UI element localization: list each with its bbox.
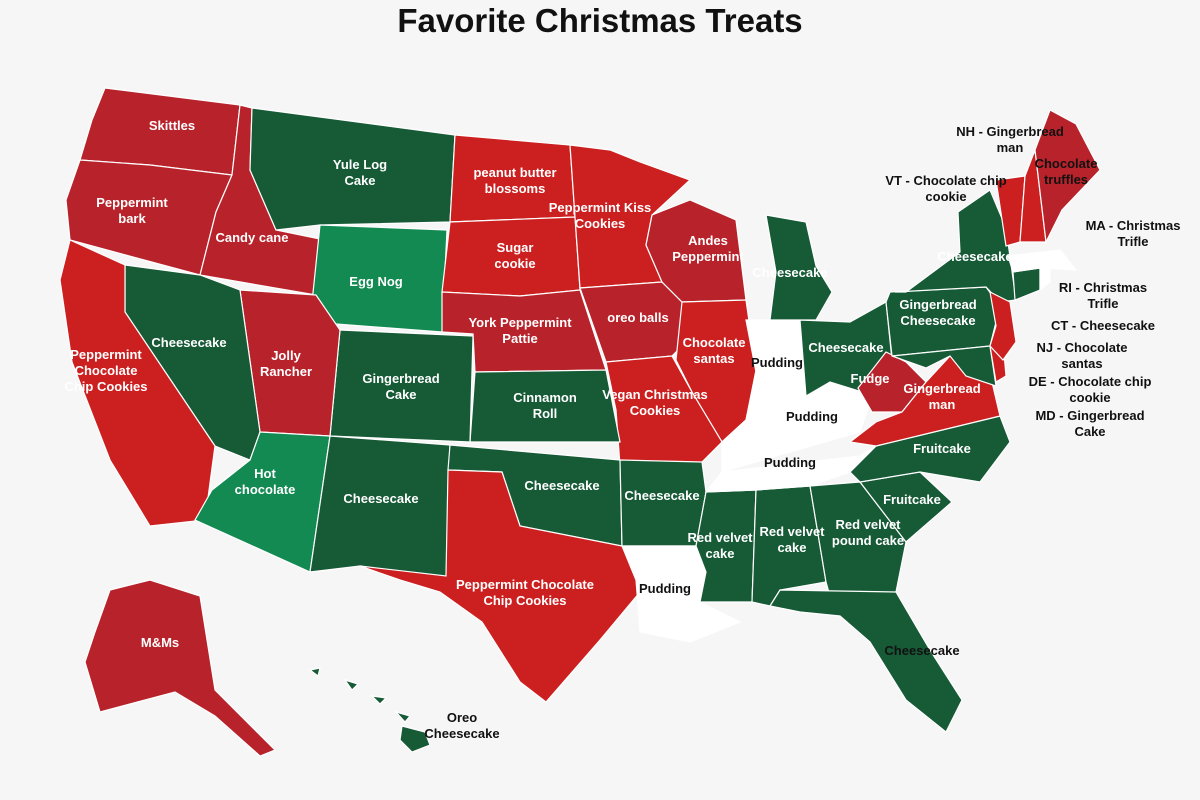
state-label-tx: Peppermint Chocolate Chip Cookies [456, 577, 594, 608]
state-label-hi: Oreo Cheesecake [424, 710, 499, 741]
state-shape-az[interactable] [194, 431, 331, 573]
state-label-sc: Fruitcake [883, 492, 941, 507]
state-label-nm: Cheesecake [343, 491, 418, 506]
state-label-ne: York Peppermint Pattie [468, 315, 572, 346]
state-label-oh: Cheesecake [808, 340, 883, 355]
callout-label: VT - Chocolate chip cookie [885, 173, 1006, 204]
callout-label: MD - Gingerbread Cake [1035, 408, 1144, 439]
state-label-wi: Andes Peppermint [672, 233, 744, 264]
state-label-mt: Yule Log Cake [333, 157, 387, 188]
state-label-id: Candy cane [216, 230, 289, 245]
state-label-pa: Gingerbread Cheesecake [899, 297, 976, 328]
state-label-sd: Sugar cookie [494, 240, 535, 271]
state-label-ms: Red velvet cake [687, 530, 753, 561]
state-label-va: Gingerbread man [903, 381, 980, 412]
state-label-mo: Vegan Christmas Cookies [602, 387, 708, 418]
state-label-nd: peanut butter blossoms [473, 165, 556, 196]
state-label-fl: Cheesecake [884, 643, 959, 658]
state-shape-mo[interactable] [605, 355, 723, 467]
state-label-wa: Skittles [149, 118, 195, 133]
state-shape-wi[interactable] [645, 199, 747, 303]
state-label-ut: Jolly Rancher [260, 348, 312, 379]
callout-label: NJ - Chocolate santas [1036, 340, 1127, 371]
state-shape-me[interactable] [1034, 109, 1101, 245]
state-label-or: Peppermint bark [96, 195, 168, 226]
state-label-mi: Cheesecake [752, 265, 827, 280]
state-label-in: Pudding [751, 355, 803, 370]
state-label-ks: Cinnamon Roll [513, 390, 577, 421]
state-shape-fl[interactable] [769, 589, 963, 733]
state-shape-hi[interactable] [394, 710, 412, 723]
state-shape-nj[interactable] [989, 290, 1017, 361]
state-label-me: Chocolate truffles [1035, 156, 1098, 187]
state-shape-tn[interactable] [704, 445, 877, 493]
state-label-nv: Cheesecake [151, 335, 226, 350]
state-shape-ri[interactable] [1039, 265, 1051, 292]
state-shape-hi[interactable] [308, 667, 321, 678]
state-label-nc: Fruitcake [913, 441, 971, 456]
state-label-ca: Peppermint Chocolate Chip Cookies [64, 347, 147, 394]
state-shape-mi[interactable] [765, 214, 833, 321]
callout-label: MA - Christmas Trifle [1086, 218, 1181, 249]
state-label-ga: Red velvet pound cake [832, 517, 904, 548]
callout-label: RI - Christmas Trifle [1059, 280, 1147, 311]
state-label-ky: Pudding [786, 409, 838, 424]
state-shape-tx[interactable] [359, 469, 641, 703]
callout-label: CT - Cheesecake [1051, 318, 1155, 333]
state-shape-ny[interactable] [894, 189, 1017, 303]
state-label-mn: Peppermint Kiss Cookies [549, 200, 652, 231]
state-label-ia: oreo balls [607, 310, 668, 325]
state-label-ok: Cheesecake [524, 478, 599, 493]
state-shape-hi[interactable] [399, 725, 431, 753]
state-label-az: Hot chocolate [235, 466, 296, 497]
state-shape-co[interactable] [329, 329, 474, 443]
state-shape-ct[interactable] [1012, 267, 1041, 301]
map-title: Favorite Christmas Treats [397, 2, 803, 39]
state-label-wy: Egg Nog [349, 274, 402, 289]
state-shape-hi[interactable] [370, 695, 388, 705]
callout-label: DE - Chocolate chip cookie [1029, 374, 1152, 405]
state-shape-hi[interactable] [343, 678, 360, 691]
state-label-al: Red velvet cake [759, 524, 825, 555]
state-label-ny: Cheesecake [937, 249, 1012, 264]
state-shape-nm[interactable] [309, 435, 451, 581]
state-shape-ma[interactable] [1007, 249, 1078, 273]
state-label-ar: Cheesecake [624, 488, 699, 503]
state-label-la: Pudding [639, 581, 691, 596]
state-label-il: Chocolate santas [683, 335, 746, 366]
state-label-wv: Fudge [851, 371, 890, 386]
state-shape-ks[interactable] [469, 369, 621, 443]
callout-label: NH - Gingerbread man [956, 124, 1064, 155]
state-shape-ca[interactable] [59, 239, 216, 527]
state-shape-ak[interactable] [84, 579, 277, 757]
state-label-co: Gingerbread Cake [362, 371, 439, 402]
state-label-tn: Pudding [764, 455, 816, 470]
state-label-ak: M&Ms [141, 635, 179, 650]
